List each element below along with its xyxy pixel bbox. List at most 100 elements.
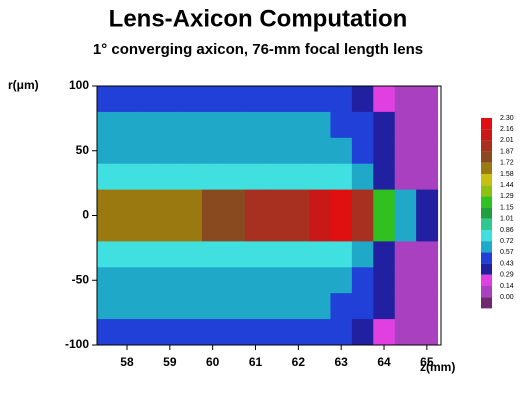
colorbar-swatch [481,140,492,151]
cell [223,241,245,267]
cell [95,138,117,164]
cell [373,190,395,216]
cell [266,267,288,293]
cell [309,138,331,164]
colorbar-label: 2.30 [500,115,514,122]
cell [159,241,181,267]
cell [202,164,224,190]
cell [245,241,267,267]
cell [116,138,138,164]
cell [181,190,203,216]
cell [116,293,138,319]
colorbar-swatch [481,196,492,207]
cell [416,86,438,112]
cell [181,216,203,242]
cell [395,267,417,293]
colorbar-swatch [481,297,492,308]
cell [309,164,331,190]
cell [416,267,438,293]
cell [352,319,374,345]
cell [245,112,267,138]
cell [245,138,267,164]
cell [266,112,288,138]
cell [395,319,417,345]
cell [138,319,160,345]
cell [416,293,438,319]
cell [373,267,395,293]
x-tick-label: 61 [249,355,263,369]
cell [116,86,138,112]
cell [223,138,245,164]
cell [288,190,310,216]
cell [245,293,267,319]
cell [95,241,117,267]
cell [181,293,203,319]
colorbar-swatch [481,252,492,263]
colorbar-label: 1.58 [500,171,514,178]
cell [159,138,181,164]
cell [330,293,352,319]
cell [245,216,267,242]
cell [416,190,438,216]
cell [95,112,117,138]
cell [309,319,331,345]
cell [181,267,203,293]
cell [288,319,310,345]
cell [202,241,224,267]
cell [159,216,181,242]
cell [245,190,267,216]
cell [395,138,417,164]
cell [373,293,395,319]
colorbar-label: 1.72 [500,160,514,167]
cell [202,319,224,345]
cell [330,112,352,138]
colorbar-swatch [481,163,492,174]
cell [395,190,417,216]
cell [202,267,224,293]
cell [223,293,245,319]
cell [245,86,267,112]
cell [373,241,395,267]
cell [159,319,181,345]
cell [116,267,138,293]
cell [266,164,288,190]
colorbar-label: 0.29 [500,272,514,279]
cell [352,112,374,138]
colorbar-label: 0.14 [500,283,514,290]
cell [181,138,203,164]
colorbar-label: 1.87 [500,148,514,155]
y-tick-label: 100 [69,78,89,92]
cell [330,241,352,267]
cell [288,138,310,164]
cell [288,216,310,242]
cell [95,190,117,216]
x-tick-label: 59 [163,355,177,369]
cell [352,293,374,319]
x-tick-label: 63 [335,355,349,369]
cell [116,241,138,267]
colorbar-label: 0.00 [500,294,514,301]
colorbar-label: 2.01 [500,137,514,144]
x-tick-label: 58 [120,355,134,369]
cell [202,138,224,164]
colorbar-swatch [481,219,492,230]
cell [159,190,181,216]
cell [288,267,310,293]
colorbar-swatch [481,174,492,185]
cell [159,86,181,112]
cell [202,216,224,242]
cell [395,86,417,112]
cell [138,190,160,216]
cell [352,241,374,267]
colorbar-label: 2.16 [500,126,514,133]
colorbar-swatch [481,208,492,219]
cell [266,190,288,216]
cell [416,164,438,190]
colorbar-label: 0.72 [500,238,514,245]
colorbar-swatch [481,129,492,140]
colorbar-label: 0.86 [500,227,514,234]
cell [330,216,352,242]
cell [138,112,160,138]
x-tick-label: 65 [420,355,434,369]
cell [95,86,117,112]
